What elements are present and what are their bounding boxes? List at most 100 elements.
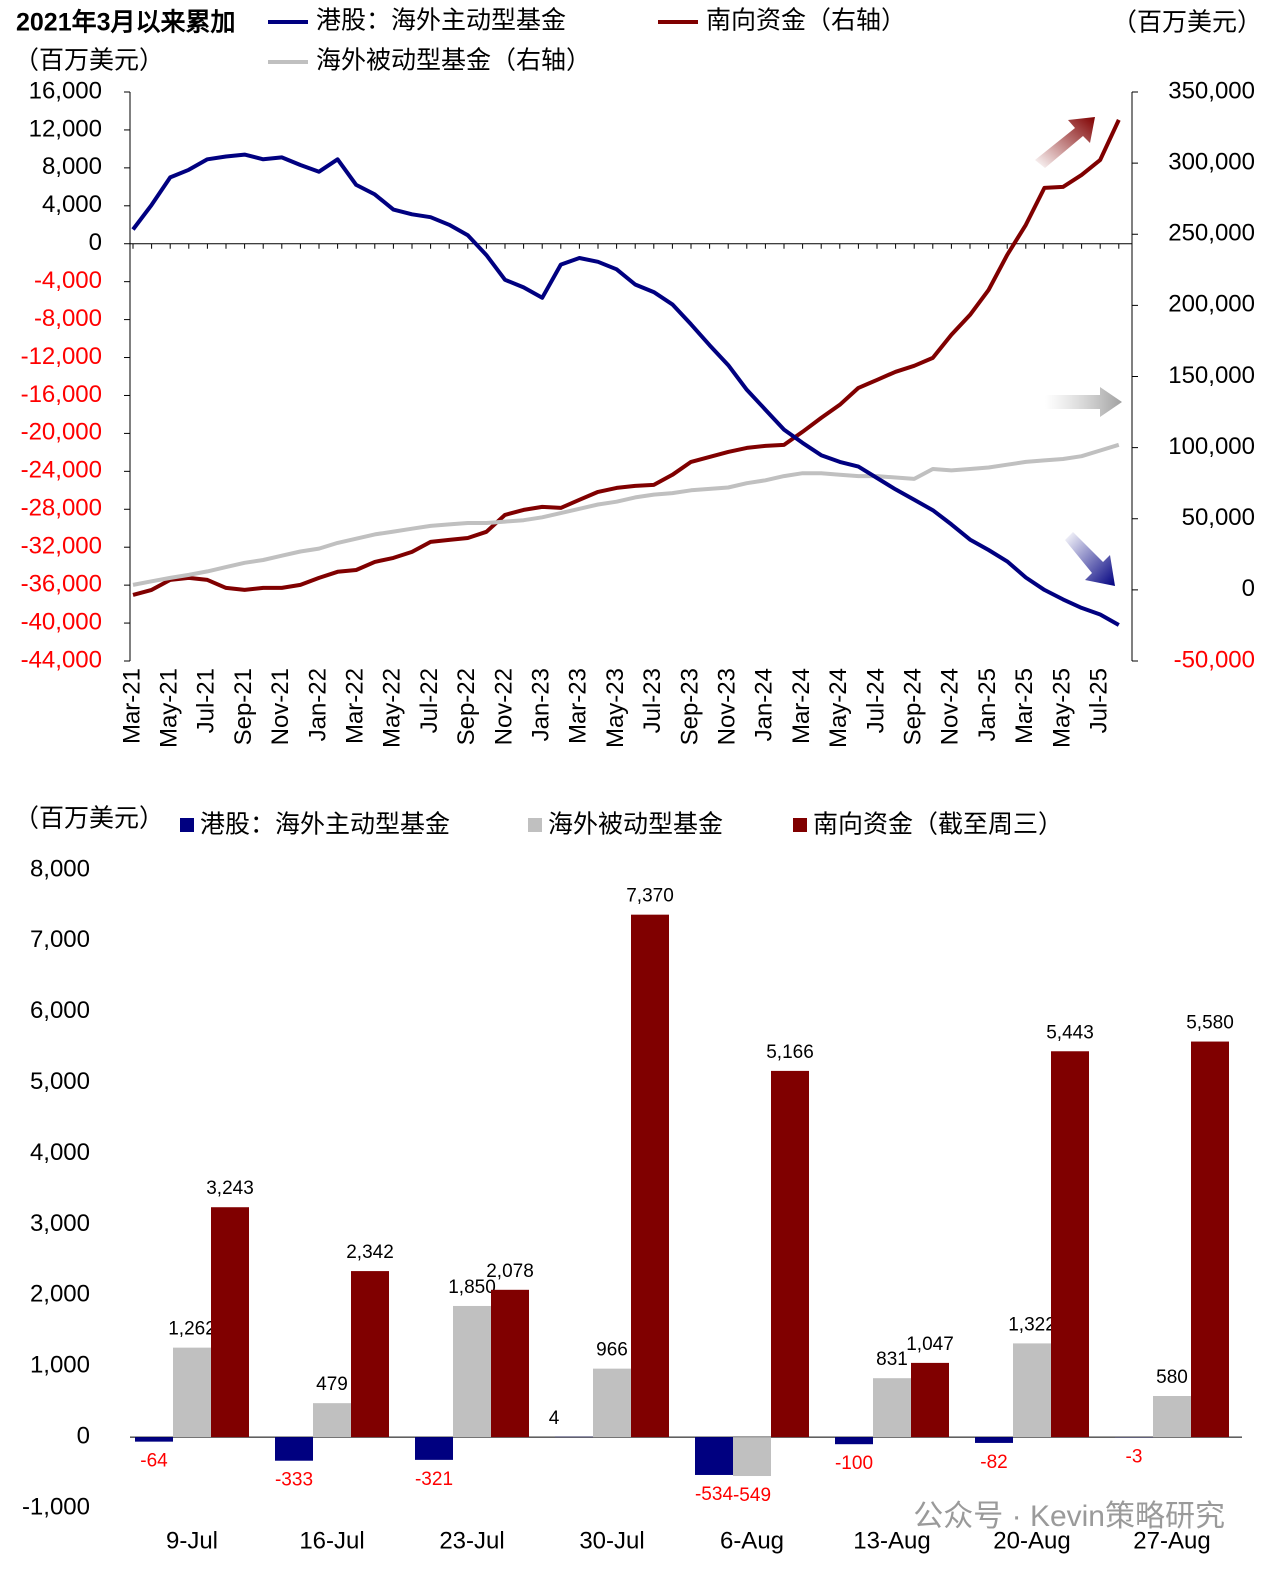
x-tick-label: 6-Aug	[720, 1527, 784, 1554]
x-tick-label: Mar-25	[1011, 668, 1038, 744]
x-tick-label: Jan-25	[974, 668, 1001, 741]
y2-tick-label: 150,000	[1168, 362, 1255, 389]
legend-label: 港股：海外主动型基金	[200, 811, 450, 839]
x-tick-label: 27-Aug	[1133, 1527, 1210, 1554]
bar	[1153, 1395, 1191, 1438]
x-tick-label: May-21	[156, 668, 183, 748]
bar	[173, 1347, 211, 1438]
data-label: 1,322	[1008, 1314, 1056, 1335]
y-tick-label: -20,000	[21, 419, 102, 446]
y-tick-label: 6,000	[30, 997, 90, 1024]
y-tick-label: -8,000	[34, 305, 102, 332]
x-tick-label: Jan-22	[304, 668, 331, 741]
chart-title: 2021年3月以来累加	[16, 8, 236, 37]
watermark: 公众号 · Kevin策略研究	[913, 1500, 1225, 1533]
data-label: -321	[415, 1469, 453, 1490]
y-tick-label: -16,000	[21, 381, 102, 408]
x-tick-label: May-24	[825, 668, 852, 748]
y-tick-label: -1,000	[22, 1493, 90, 1520]
y-tick-label: 8,000	[30, 855, 90, 882]
y-tick-label: -24,000	[21, 457, 102, 484]
bar	[771, 1070, 809, 1438]
arrow	[1045, 387, 1122, 417]
legend-label: 南向资金（截至周三）	[813, 811, 1063, 839]
data-label: 3,243	[206, 1178, 254, 1199]
x-tick-label: May-23	[602, 668, 629, 748]
line	[131, 152, 1120, 627]
x-tick-label: May-25	[1048, 668, 1075, 748]
line	[132, 119, 1121, 597]
data-label: -100	[835, 1453, 873, 1474]
x-tick-label: 20-Aug	[993, 1527, 1070, 1554]
bar	[351, 1271, 389, 1438]
y2-axis-label: （百万美元）	[1112, 9, 1262, 37]
y-tick-label: 12,000	[29, 115, 102, 142]
y2-tick-label: -50,000	[1174, 646, 1255, 673]
bar	[275, 1437, 313, 1461]
data-label: -82	[980, 1452, 1007, 1473]
data-label: 5,580	[1186, 1013, 1234, 1034]
data-label: -549	[733, 1485, 771, 1506]
x-tick-label: May-22	[379, 668, 406, 748]
y2-tick-label: 100,000	[1168, 433, 1255, 460]
bar	[1051, 1051, 1089, 1438]
bar	[593, 1368, 631, 1438]
y-tick-label: -44,000	[21, 646, 102, 673]
y-tick-label: 4,000	[30, 1139, 90, 1166]
x-tick-label: Jan-23	[528, 668, 555, 741]
y-tick-label: -28,000	[21, 495, 102, 522]
bar	[1013, 1343, 1051, 1438]
y-tick-label: -36,000	[21, 570, 102, 597]
x-tick-label: Sep-23	[676, 668, 703, 745]
data-label: 831	[876, 1349, 908, 1370]
data-label: 1,262	[168, 1319, 216, 1340]
y-tick-label: 0	[89, 229, 102, 256]
bar	[491, 1289, 529, 1438]
legend-label: 海外被动型基金	[548, 811, 723, 839]
y-tick-label: 2,000	[30, 1281, 90, 1308]
legend-label: 海外被动型基金（右轴）	[316, 47, 591, 75]
x-tick-label: Sep-24	[900, 668, 927, 745]
y-axis-label: （百万美元）	[14, 805, 164, 833]
bar	[911, 1362, 949, 1438]
x-tick-label: Nov-24	[937, 668, 964, 745]
x-tick-label: Jul-24	[862, 668, 889, 733]
x-tick-label: Jul-22	[416, 668, 443, 733]
x-tick-label: Jul-25	[1086, 668, 1113, 733]
data-label: 479	[316, 1374, 348, 1395]
y-tick-label: 8,000	[42, 153, 102, 180]
y-tick-label: -40,000	[21, 608, 102, 635]
data-label: 5,443	[1046, 1022, 1094, 1043]
x-tick-label: Mar-23	[565, 668, 592, 744]
bar	[975, 1437, 1013, 1443]
bar	[733, 1437, 771, 1477]
x-tick-label: Nov-21	[267, 668, 294, 745]
bar	[695, 1437, 733, 1475]
data-label: 5,166	[766, 1042, 814, 1063]
y-tick-label: 5,000	[30, 1068, 90, 1095]
y-tick-label: -4,000	[34, 267, 102, 294]
x-tick-label: Jan-24	[751, 668, 778, 741]
data-label: 580	[1156, 1367, 1188, 1388]
data-label: 2,342	[346, 1242, 394, 1263]
bar	[415, 1437, 453, 1460]
legend-swatch	[180, 818, 194, 832]
data-label: -3	[1126, 1446, 1143, 1467]
x-tick-label: Nov-23	[714, 668, 741, 745]
bar	[453, 1305, 491, 1438]
x-tick-label: Mar-22	[342, 668, 369, 744]
y2-tick-label: 250,000	[1168, 220, 1255, 247]
arrow	[1035, 117, 1095, 168]
y-tick-label: 3,000	[30, 1210, 90, 1237]
x-tick-label: Sep-21	[230, 668, 257, 745]
data-label: -333	[275, 1470, 313, 1491]
legend-label: 南向资金（右轴）	[706, 7, 906, 35]
data-label: 1,850	[448, 1277, 496, 1298]
y-axis-label: （百万美元）	[14, 47, 164, 75]
x-tick-label: Mar-21	[118, 668, 145, 744]
y-tick-label: -12,000	[21, 343, 102, 370]
line	[132, 442, 1120, 587]
legend-label: 港股：海外主动型基金	[316, 7, 566, 35]
data-label: 4	[549, 1408, 560, 1429]
